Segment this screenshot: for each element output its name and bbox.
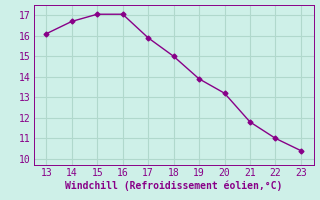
X-axis label: Windchill (Refroidissement éolien,°C): Windchill (Refroidissement éolien,°C) [65, 181, 282, 191]
